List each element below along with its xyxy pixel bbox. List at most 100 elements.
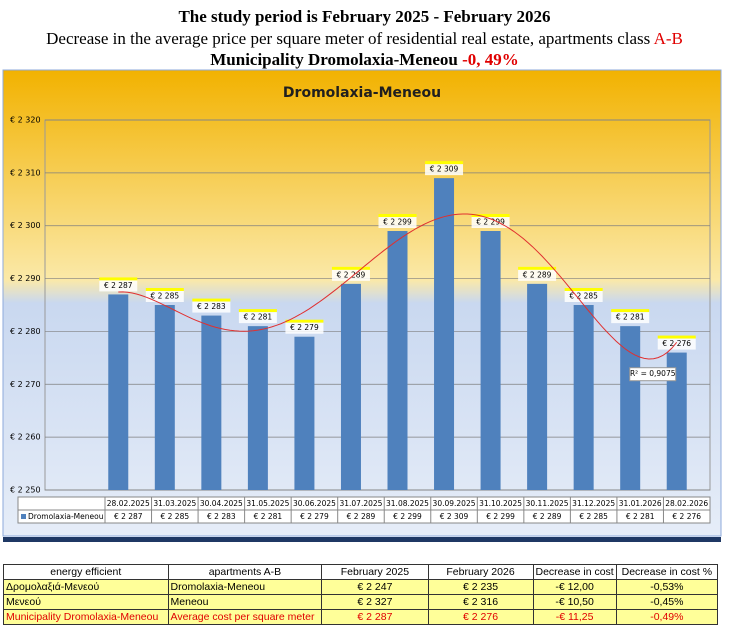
table-cell: -€ 12,00: [532, 579, 617, 595]
table-cell: Municipality Dromolaxia-Meneou: [3, 609, 169, 625]
value-label-highlight: [145, 288, 184, 291]
value-label-highlight: [378, 214, 417, 217]
value-label-box: [425, 164, 464, 176]
x-tick-label: 28.02.2025: [107, 499, 150, 508]
header-text: Decrease in the average price per square…: [46, 29, 651, 48]
header-line1: The study period is February 2025 - Febr…: [178, 7, 551, 26]
y-tick-label: € 2 290: [10, 274, 41, 283]
x-tick-label: 31.05.2025: [246, 499, 289, 508]
table-cell: -€ 10,50: [532, 594, 617, 610]
bar: [666, 352, 687, 490]
y-tick-label: € 2 310: [10, 168, 41, 177]
table-row: Municipality Dromolaxia-Meneou Average co…: [3, 609, 719, 625]
value-label: € 2 299: [476, 218, 505, 227]
table-cell: -0,49%: [615, 609, 719, 625]
table-cell: Meneou: [167, 594, 323, 610]
y-tick-label: € 2 320: [10, 116, 41, 125]
header-highlight: -0, 49%: [462, 50, 519, 69]
table-value: € 2 285: [160, 512, 189, 521]
table-value: € 2 281: [254, 512, 283, 521]
value-label-box: [378, 217, 417, 228]
trendline-label: R² = 0,9075: [630, 369, 676, 378]
value-label: € 2 309: [430, 165, 459, 174]
table-cell: € 2 247: [321, 579, 429, 595]
value-label: € 2 289: [523, 270, 552, 279]
frame-band: [3, 537, 721, 542]
x-tick-label: 31.01.2026: [619, 499, 662, 508]
value-label: € 2 276: [662, 339, 691, 348]
value-label: € 2 285: [150, 292, 179, 301]
legend-label: Dromolaxia-Meneou: [28, 512, 104, 521]
table-cell: € 2 316: [427, 594, 534, 610]
table-cell: -0,53%: [615, 579, 719, 595]
value-label-box: [611, 312, 650, 324]
x-tick-label: 30.06.2025: [293, 499, 336, 508]
summary-table: energy efficient apartments A-B February 2…: [3, 564, 719, 625]
table-cell: Average cost per square meter: [167, 609, 323, 625]
table-cell: February 2025: [321, 564, 429, 580]
value-label-box: [238, 312, 277, 324]
bar: [480, 231, 501, 490]
table-value: € 2 276: [672, 512, 701, 521]
bar: [340, 283, 361, 490]
chart-title: Dromolaxia-Meneou: [283, 85, 441, 101]
table-value: € 2 289: [533, 512, 562, 521]
value-label-box: [145, 291, 184, 302]
table-value: € 2 299: [393, 512, 422, 521]
value-label-highlight: [238, 309, 277, 313]
table-cell: Δρομολαξιά-Μενεού: [3, 579, 169, 595]
bar: [108, 294, 129, 490]
bar: [154, 305, 175, 490]
y-tick-label: € 2 280: [10, 327, 41, 336]
table-cell: Dromolaxia-Meneou: [167, 579, 323, 595]
header-line2: Decrease in the average price per square…: [0, 29, 729, 49]
table-row: Μενεού Meneou € 2 327 € 2 316 -€ 10,50 -0,45%: [3, 594, 719, 610]
table-value: € 2 289: [347, 512, 376, 521]
bar: [527, 283, 548, 490]
table-value: € 2 299: [486, 512, 515, 521]
bar: [620, 326, 641, 490]
value-label: € 2 279: [290, 323, 319, 332]
bar: [573, 305, 594, 490]
x-tick-label: 30.09.2025: [433, 499, 476, 508]
bar: [434, 178, 455, 490]
value-label: € 2 289: [337, 270, 366, 279]
table-value: € 2 309: [440, 512, 469, 521]
value-label-highlight: [611, 309, 650, 313]
value-label: € 2 283: [197, 302, 226, 311]
table-cell: apartments A-B: [167, 564, 323, 580]
value-label-highlight: [192, 298, 231, 302]
value-label: € 2 285: [569, 292, 598, 301]
value-label-highlight: [285, 319, 324, 323]
value-label-highlight: [518, 266, 557, 270]
value-label-highlight: [564, 288, 603, 291]
bar: [247, 326, 268, 490]
table-row: Δρομολαξιά-Μενεού Dromolaxia-Meneou € 2 24…: [3, 579, 719, 595]
bar: [387, 231, 408, 490]
y-tick-label: € 2 250: [10, 486, 41, 495]
table-cell: € 2 287: [321, 609, 429, 625]
value-label-box: [564, 291, 603, 302]
x-tick-label: 31.03.2025: [153, 499, 196, 508]
y-tick-label: € 2 300: [10, 221, 41, 230]
value-label-box: [657, 338, 696, 350]
x-tick-label: 28.02.2026: [665, 499, 708, 508]
table-value: € 2 279: [300, 512, 329, 521]
value-label: € 2 299: [383, 218, 412, 227]
table-cell: -0,45%: [615, 594, 719, 610]
value-label-highlight: [657, 335, 696, 339]
table-cell: € 2 276: [427, 609, 534, 625]
value-label: € 2 281: [616, 313, 645, 322]
bar: [201, 315, 222, 490]
y-tick-label: € 2 270: [10, 380, 41, 389]
value-label-highlight: [425, 161, 464, 165]
table-cell: € 2 327: [321, 594, 429, 610]
table-cell: Μενεού: [3, 594, 169, 610]
x-tick-label: 31.12.2025: [572, 499, 615, 508]
table-value: € 2 281: [626, 512, 655, 521]
value-label: € 2 287: [104, 281, 133, 290]
y-tick-label: € 2 260: [10, 433, 41, 442]
value-label-box: [192, 301, 231, 313]
value-label-box: [285, 322, 324, 334]
